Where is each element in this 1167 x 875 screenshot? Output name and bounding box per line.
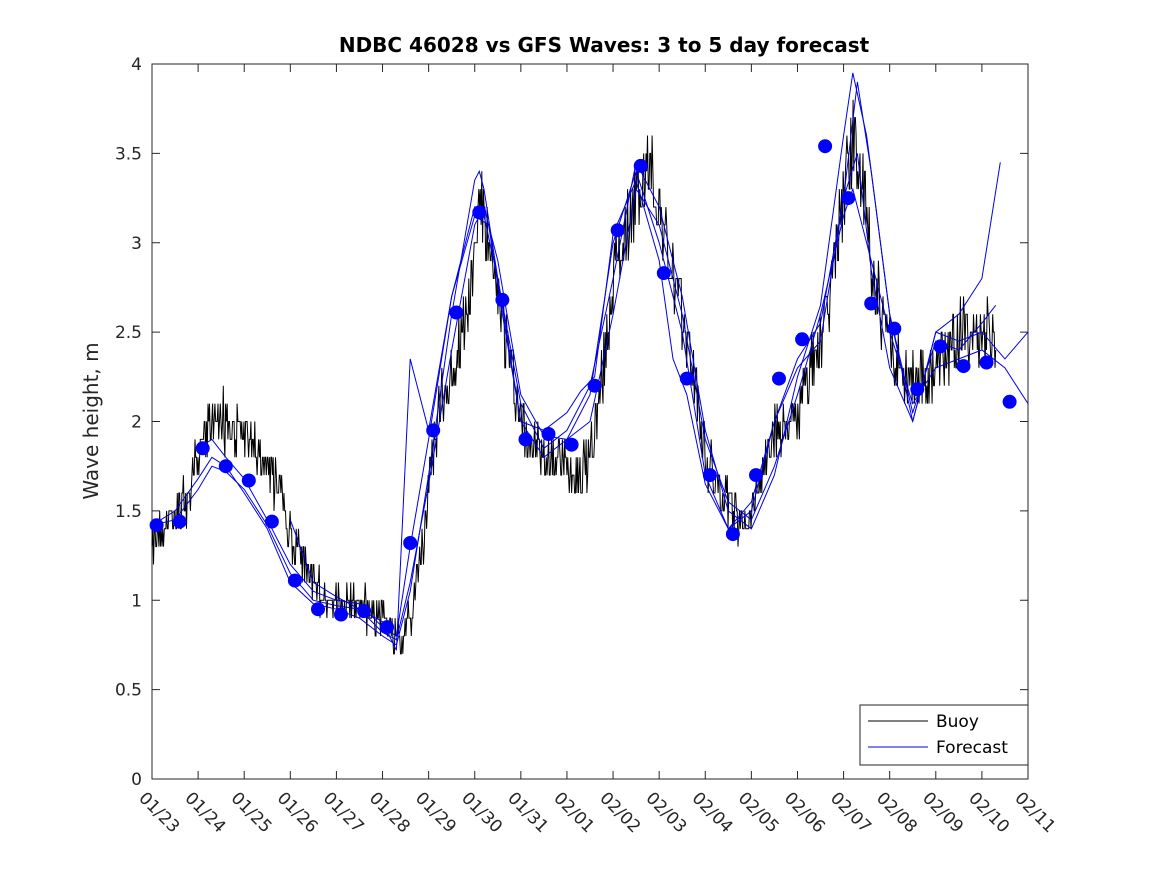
x-tick-label: 01/24 [181,788,230,837]
forecast-marker [149,518,164,533]
forecast-marker [749,468,763,483]
forecast-marker [241,473,256,488]
forecast-marker [979,355,994,370]
y-tick-label: 1 [131,591,142,611]
forecast-marker [725,527,740,542]
y-tick-label: 0 [131,770,142,790]
x-tick-label: 01/31 [503,788,552,837]
y-tick-label: 2.5 [115,323,142,343]
forecast-series-line-3 [197,81,1029,637]
forecast-series-line-4 [289,153,1001,651]
y-tick-label: 0.5 [115,681,142,701]
x-tick-label: 01/28 [365,788,414,837]
forecast-marker [633,158,648,173]
forecast-marker [472,205,487,220]
x-tick-label: 01/30 [457,788,506,837]
y-tick-label: 3.5 [115,144,142,164]
legend: Buoy Forecast [859,704,1029,766]
forecast-marker [679,371,694,386]
x-tick-label: 02/09 [918,788,967,837]
forecast-marker [195,441,210,456]
legend-buoy-label: Buoy [936,712,979,732]
forecast-marker [772,371,786,386]
chart-title: NDBC 46028 vs GFS Waves: 3 to 5 day fore… [339,33,870,57]
y-tick-label: 1.5 [115,502,142,522]
forecast-marker [702,468,717,483]
x-tick-label: 02/07 [826,788,875,837]
x-tick-label: 02/02 [596,788,645,837]
forecast-marker [564,437,579,452]
x-tick-label: 01/26 [273,788,322,837]
forecast-marker [449,305,464,320]
x-tick-label: 02/03 [642,788,691,837]
forecast-marker [956,359,971,374]
x-tick-label: 02/05 [734,788,783,837]
x-tick-label: 02/06 [780,788,829,837]
buoy-series-line [151,99,997,655]
forecast-marker [933,339,948,354]
forecast-marker [403,536,418,550]
forecast-marker [264,514,279,529]
legend-box [859,704,1029,766]
forecast-marker [311,602,325,617]
x-tick-label: 02/01 [549,788,598,837]
y-tick-label: 4 [131,55,142,75]
x-tick-label: 01/25 [227,788,276,837]
forecast-marker [287,573,302,588]
forecast-marker [357,604,372,618]
forecast-marker [541,427,556,441]
y-tick-label: 3 [131,234,142,254]
forecast-marker [864,296,879,311]
x-tick-label: 01/23 [134,788,183,837]
forecast-marker [818,139,833,154]
forecast-marker [334,607,348,622]
x-tick-label: 02/10 [964,788,1013,837]
x-tick-label: 02/04 [688,788,737,837]
forecast-marker [426,423,441,438]
forecast-marker [172,514,187,529]
forecast-marker [795,332,810,347]
forecast-marker [910,382,925,397]
legend-forecast-label: Forecast [936,738,1008,758]
forecast-marker [1002,394,1017,409]
forecast-marker [380,620,395,635]
markers-layer [149,139,1017,635]
forecast-marker [841,191,856,206]
forecast-marker [656,266,671,281]
x-tick-label: 01/29 [411,788,460,837]
forecast-marker [495,292,510,307]
forecast-marker [610,223,625,238]
y-axis-label: Wave height, m [79,342,103,499]
forecast-marker [518,432,533,447]
y-tick-label: 2 [131,413,142,433]
forecast-marker [218,459,233,474]
forecast-marker [587,378,602,393]
x-tick-label: 02/08 [872,788,921,837]
x-tick-label: 01/27 [319,788,368,837]
x-tick-label: 02/11 [1010,788,1059,837]
forecast-marker [887,321,902,336]
